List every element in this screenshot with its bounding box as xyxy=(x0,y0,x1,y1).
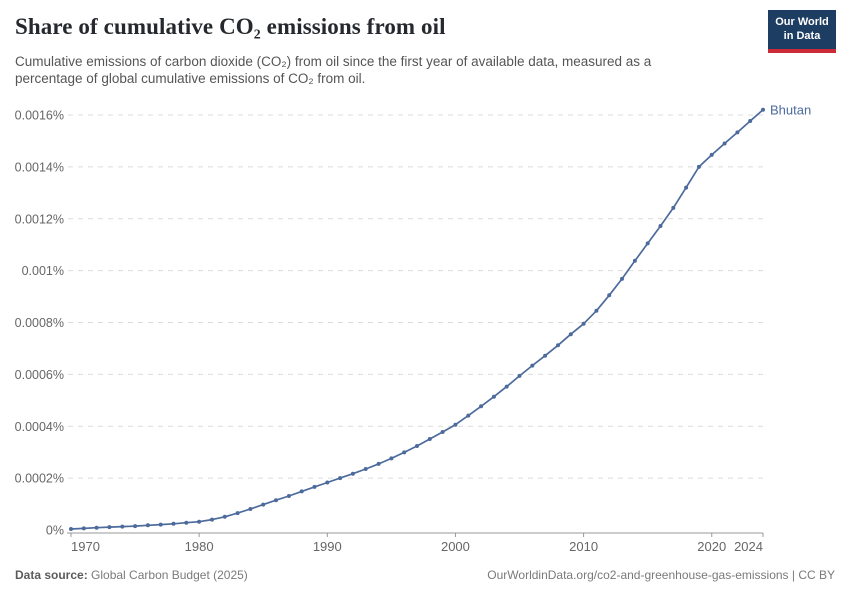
data-point[interactable] xyxy=(671,205,676,210)
x-axis-tick-label: 2000 xyxy=(441,539,470,554)
data-point[interactable] xyxy=(133,524,138,529)
data-point[interactable] xyxy=(491,394,496,399)
data-point[interactable] xyxy=(376,461,381,466)
data-point[interactable] xyxy=(415,444,419,448)
data-point[interactable] xyxy=(94,525,99,530)
owid-logo-line-1: Our World xyxy=(775,15,829,28)
data-point[interactable] xyxy=(248,507,253,511)
data-point[interactable] xyxy=(568,332,573,337)
x-axis-tick-label: 2024 xyxy=(734,539,763,554)
page-subtitle: Cumulative emissions of carbon dioxide (… xyxy=(15,54,652,87)
data-point[interactable] xyxy=(389,456,394,461)
data-point[interactable] xyxy=(684,185,689,190)
owid-logo-line-2: in Data xyxy=(783,29,821,42)
data-point[interactable] xyxy=(722,141,727,146)
data-point[interactable] xyxy=(222,514,227,519)
chart-footer: Data source: Global Carbon Budget (2025)… xyxy=(0,568,850,582)
x-axis-tick-label: 2010 xyxy=(569,539,598,554)
y-axis-tick-label: 0.0008% xyxy=(15,316,64,330)
data-point[interactable] xyxy=(620,276,624,281)
data-point[interactable] xyxy=(658,224,663,228)
data-point[interactable] xyxy=(235,511,240,516)
footer-source-value: Global Carbon Budget (2025) xyxy=(87,568,248,582)
data-point[interactable] xyxy=(338,476,343,481)
data-point[interactable] xyxy=(581,321,586,326)
data-point[interactable] xyxy=(556,343,560,348)
y-axis-tick-label: 0.0002% xyxy=(15,472,64,486)
data-point[interactable] xyxy=(530,363,535,368)
data-point[interactable] xyxy=(543,353,548,358)
data-point[interactable] xyxy=(299,489,304,494)
data-point[interactable] xyxy=(632,258,637,263)
data-point[interactable] xyxy=(696,164,701,169)
bhutan-line[interactable] xyxy=(70,108,764,530)
data-point[interactable] xyxy=(145,523,150,528)
y-axis-tick-label: 0.0004% xyxy=(15,420,64,434)
data-point[interactable] xyxy=(69,527,73,531)
data-point[interactable] xyxy=(158,522,163,527)
data-point[interactable] xyxy=(286,494,291,498)
y-axis-tick-label: 0.0012% xyxy=(15,212,64,226)
data-point[interactable] xyxy=(350,471,355,476)
data-point[interactable] xyxy=(709,152,714,157)
data-point[interactable] xyxy=(312,484,317,489)
data-point[interactable] xyxy=(504,384,509,389)
data-point[interactable] xyxy=(466,413,471,418)
data-point[interactable] xyxy=(171,521,176,526)
data-point[interactable] xyxy=(748,119,753,123)
data-point[interactable] xyxy=(184,520,189,525)
data-point[interactable] xyxy=(402,450,407,455)
data-point[interactable] xyxy=(594,308,599,313)
data-point[interactable] xyxy=(761,107,765,112)
y-axis-tick-label: 0.0016% xyxy=(15,109,64,123)
data-point[interactable] xyxy=(210,517,214,522)
y-axis-tick-label: 0.001% xyxy=(22,264,64,278)
x-axis-tick-label: 1990 xyxy=(313,539,342,554)
owid-logo[interactable]: Our World in Data xyxy=(768,10,836,53)
data-point[interactable] xyxy=(427,437,432,441)
data-point[interactable] xyxy=(607,293,612,298)
x-axis-tick-label: 2020 xyxy=(697,539,726,554)
data-point[interactable] xyxy=(735,130,740,135)
data-point[interactable] xyxy=(107,525,112,530)
data-point[interactable] xyxy=(453,422,458,427)
data-point[interactable] xyxy=(479,404,484,409)
data-point[interactable] xyxy=(81,526,86,531)
x-axis-tick-label: 1970 xyxy=(71,539,100,554)
data-point[interactable] xyxy=(517,373,522,378)
page-title: Share of cumulative CO₂ emissions from o… xyxy=(15,14,446,39)
footer-license-link[interactable]: OurWorldinData.org/co2-and-greenhouse-ga… xyxy=(487,568,835,582)
data-point[interactable] xyxy=(274,498,278,503)
data-point[interactable] xyxy=(440,430,445,434)
data-point[interactable] xyxy=(197,519,202,524)
data-point[interactable] xyxy=(261,502,266,507)
data-point[interactable] xyxy=(120,524,125,529)
y-axis-tick-label: 0.0006% xyxy=(15,368,64,382)
footer-source: Data source: Global Carbon Budget (2025) xyxy=(15,568,248,582)
y-axis-tick-label: 0.0014% xyxy=(15,160,64,174)
data-point[interactable] xyxy=(645,241,650,246)
x-axis-tick-label: 1980 xyxy=(185,539,214,554)
data-point[interactable] xyxy=(363,467,368,471)
entity-label-bhutan[interactable]: Bhutan xyxy=(770,102,811,117)
y-axis-tick-label: 0% xyxy=(46,524,64,538)
footer-source-label: Data source: xyxy=(15,568,88,582)
data-point[interactable] xyxy=(325,480,330,485)
